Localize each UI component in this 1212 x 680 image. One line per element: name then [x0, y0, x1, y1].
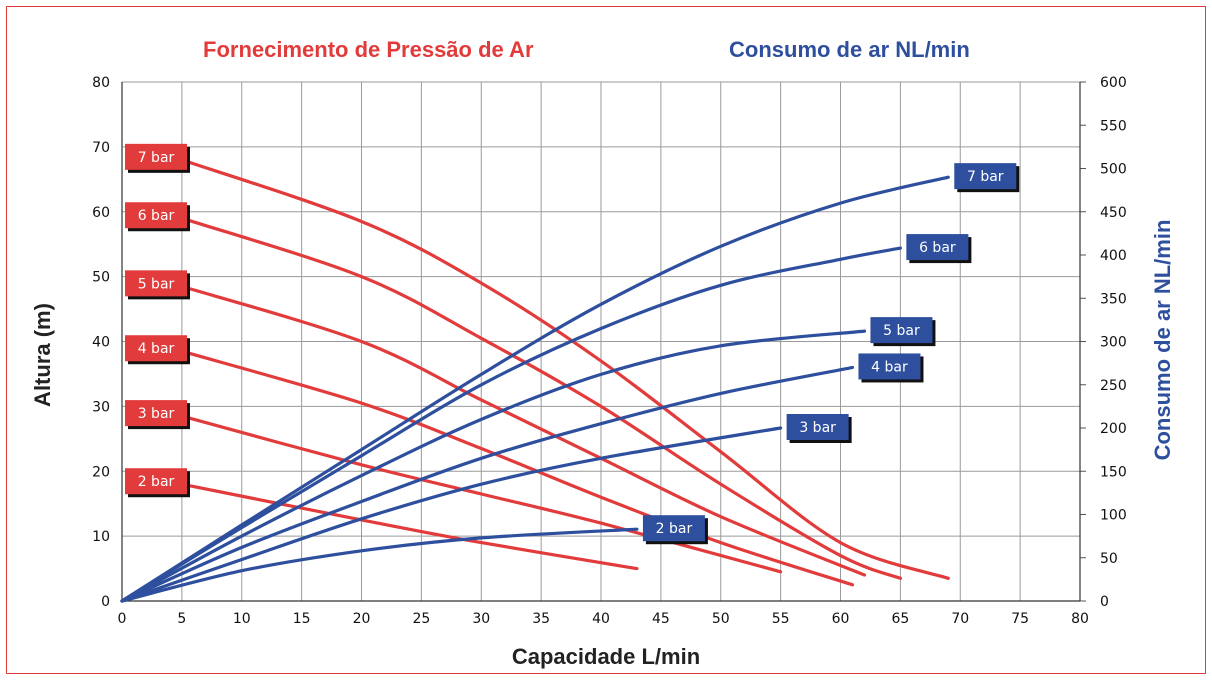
label-box	[125, 468, 187, 495]
consumption-line-4-bar	[120, 365, 855, 603]
label-box	[954, 163, 1017, 190]
label-box	[125, 270, 187, 297]
consumption-label-2-bar: 2 bar	[642, 515, 708, 545]
y-tick-label: 60	[92, 205, 110, 221]
pressure-line-5-bar	[180, 284, 867, 577]
y-tick-label: 10	[92, 529, 110, 545]
consumption-line-7-bar	[120, 175, 950, 603]
label-text: 2 bar	[656, 521, 693, 537]
x-tick-label: 15	[293, 611, 311, 627]
label-text: 2 bar	[138, 474, 175, 490]
pressure-label-2-bar: 2 bar	[125, 468, 190, 498]
x-tick-label: 20	[353, 611, 371, 627]
y2-tick-label: 300	[1100, 335, 1127, 351]
consumption-line-3-bar	[120, 426, 783, 603]
y2-tick-label: 550	[1100, 118, 1127, 134]
y2-tick-label: 600	[1100, 75, 1127, 91]
pressure-label-7-bar: 7 bar	[125, 143, 190, 173]
consumption-line-2-bar	[120, 527, 639, 603]
y-tick-label: 30	[92, 399, 110, 415]
pressure-title: Fornecimento de Pressão de Ar	[203, 37, 534, 62]
y2-tick-label: 200	[1100, 421, 1127, 437]
x-tick-label: 35	[532, 611, 550, 627]
pressure-label-3-bar: 3 bar	[125, 400, 190, 430]
pressure-line-6-bar	[180, 216, 902, 580]
label-text: 3 bar	[799, 420, 836, 436]
y2-tick-label: 500	[1100, 162, 1127, 178]
consumption-line-6-bar	[120, 246, 902, 603]
x-tick-label: 75	[1011, 611, 1029, 627]
label-text: 4 bar	[871, 359, 908, 375]
y-tick-label: 80	[92, 75, 110, 91]
axes	[121, 81, 1086, 602]
x-tick-label: 50	[712, 611, 730, 627]
y-tick-label: 70	[92, 140, 110, 156]
y2-tick-label: 350	[1100, 291, 1127, 307]
label-text: 6 bar	[138, 208, 175, 224]
x-tick-label: 80	[1071, 611, 1089, 627]
x-tick-label: 60	[832, 611, 850, 627]
label-box	[906, 234, 969, 261]
consumption-label-6-bar: 6 bar	[906, 234, 972, 264]
y-tick-label: 50	[92, 270, 110, 286]
y2-tick-label: 150	[1100, 464, 1127, 480]
tick-labels: 0 5 10 15 20 25 30 35 40 45 50 55 60 65 70 75 80 0 10 20 30 4…	[92, 75, 1127, 627]
consumption-label-4-bar: 4 bar	[858, 353, 924, 383]
label-text: 4 bar	[138, 341, 175, 357]
y-tick-label: 0	[101, 594, 110, 610]
label-text: 7 bar	[967, 169, 1004, 185]
pressure-line-2-bar	[180, 482, 639, 571]
x-tick-label: 25	[412, 611, 430, 627]
pressure-line-4-bar	[180, 349, 855, 587]
y2-axis-label: Consumo de ar NL/min	[1150, 220, 1175, 461]
label-box	[870, 317, 933, 344]
label-text: 7 bar	[138, 150, 175, 166]
x-tick-label: 55	[772, 611, 790, 627]
label-box	[125, 335, 187, 362]
x-tick-label: 45	[652, 611, 670, 627]
x-tick-label: 0	[118, 611, 127, 627]
consumption-label-7-bar: 7 bar	[954, 163, 1020, 193]
label-text: 5 bar	[138, 276, 175, 292]
y2-tick-label: 0	[1100, 594, 1109, 610]
consumption-label-5-bar: 5 bar	[870, 317, 936, 347]
y2-tick-label: 100	[1100, 508, 1127, 524]
pressure-label-5-bar: 5 bar	[125, 270, 190, 300]
x-tick-label: 5	[177, 611, 186, 627]
y2-tick-label: 450	[1100, 205, 1127, 221]
label-box	[125, 202, 187, 229]
label-text: 3 bar	[138, 406, 175, 422]
label-box	[125, 400, 187, 427]
consumption-line-5-bar	[120, 329, 867, 603]
pressure-label-6-bar: 6 bar	[125, 202, 190, 232]
pressure-series-group	[180, 158, 950, 587]
pressure-line-7-bar	[180, 158, 950, 580]
label-box	[858, 353, 921, 380]
x-tick-label: 65	[891, 611, 909, 627]
y-tick-label: 20	[92, 464, 110, 480]
x-axis-label: Capacidade L/min	[512, 644, 700, 669]
x-tick-label: 30	[472, 611, 490, 627]
consumption-label-3-bar: 3 bar	[786, 414, 852, 443]
consumption-series-group	[120, 175, 950, 603]
x-tick-label: 40	[592, 611, 610, 627]
y2-tick-label: 50	[1100, 551, 1118, 567]
y2-tick-label: 250	[1100, 378, 1127, 394]
pressure-label-4-bar: 4 bar	[125, 335, 190, 365]
x-tick-label: 70	[951, 611, 969, 627]
y2-tick-label: 400	[1100, 248, 1127, 264]
label-text: 6 bar	[919, 240, 956, 256]
x-tick-label: 10	[233, 611, 251, 627]
label-box	[642, 515, 705, 542]
consumption-title: Consumo de ar NL/min	[729, 37, 970, 62]
y-axis-label: Altura (m)	[30, 303, 55, 407]
label-box	[786, 414, 849, 440]
y-tick-label: 40	[92, 335, 110, 351]
series-labels: 7 bar 6 bar 5 bar 4 bar 3 bar 2 bar 7 bar 6 bar…	[125, 143, 1020, 545]
label-box	[125, 143, 187, 170]
label-text: 5 bar	[883, 323, 920, 339]
